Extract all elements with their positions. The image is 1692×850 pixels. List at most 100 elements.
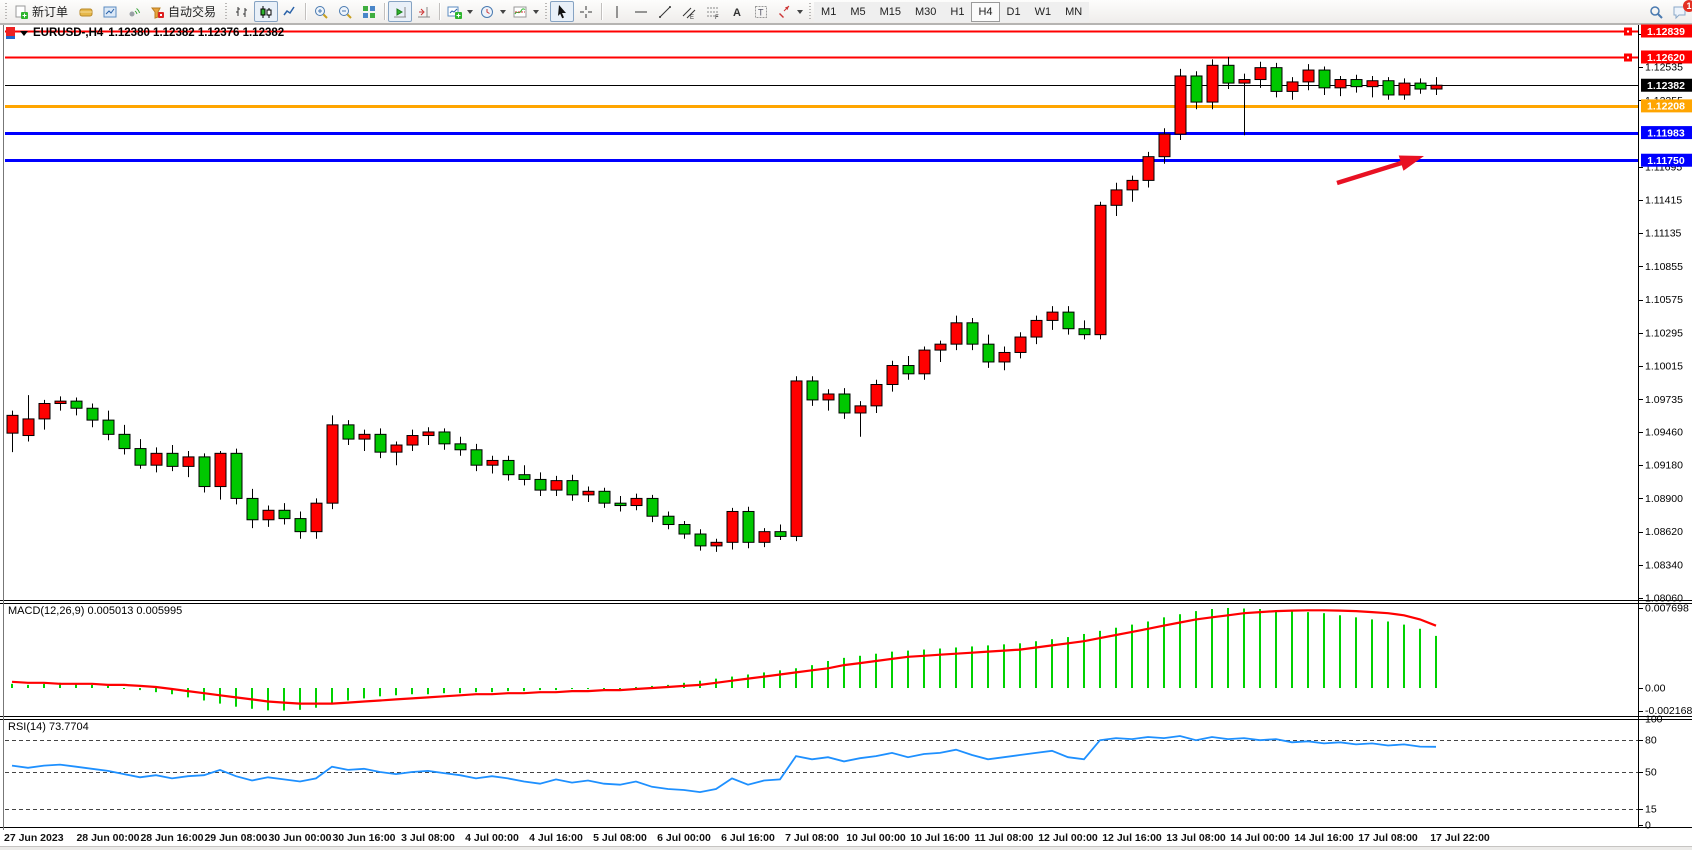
zoom-in-button[interactable] [309, 1, 333, 22]
axis-tick-label: 1.10295 [1645, 327, 1683, 339]
macd-panel [11, 607, 1437, 711]
time-tick-label: 7 Jul 08:00 [785, 832, 839, 844]
timeframe-m15-button[interactable]: M15 [872, 1, 908, 22]
horizontal-line-tool-button[interactable] [629, 1, 653, 22]
timeframe-w1-button[interactable]: W1 [1027, 1, 1059, 22]
autotrade-icon [151, 7, 165, 19]
templates-button[interactable] [509, 1, 542, 22]
crosshair-icon [580, 5, 593, 18]
chat-button[interactable]: 1 [1668, 0, 1692, 22]
periods-button[interactable] [476, 1, 509, 22]
svg-text:F: F [715, 15, 719, 20]
chart-candles-icon [260, 5, 272, 18]
signals-button[interactable] [122, 1, 146, 22]
axis-tick-label: 1.08060 [1645, 593, 1683, 605]
ohlc-quote-label: 1.12380 1.12382 1.12376 1.12382 [108, 27, 285, 39]
axis-tick-label: 100 [1645, 714, 1663, 726]
text-tool-button[interactable]: A [725, 1, 749, 22]
svg-text:A: A [733, 7, 741, 19]
axis-tick-label: 1.12535 [1645, 62, 1683, 74]
text-t-icon: T [755, 5, 768, 18]
chart-window-button[interactable] [98, 1, 122, 22]
time-tick-label: 14 Jul 16:00 [1294, 832, 1354, 844]
search-button[interactable] [1644, 1, 1668, 22]
toolbar-grip [809, 3, 812, 20]
time-tick-label: 4 Jul 16:00 [529, 832, 583, 844]
fibonacci-tool-button[interactable]: F [701, 1, 725, 22]
auto-scroll-button[interactable] [388, 1, 413, 22]
line-chart-mode-button[interactable] [278, 1, 302, 22]
time-axis[interactable]: 27 Jun 2023 28 Jun 00:00 28 Jun 16:00 29 Ju… [4, 832, 1490, 844]
auto-trading-button[interactable]: 自动交易 [146, 1, 222, 22]
trendline-tool-button[interactable] [653, 1, 677, 22]
time-tick-label: 27 Jun 2023 [4, 832, 64, 844]
bar-chart-mode-button[interactable] [230, 1, 254, 22]
time-tick-label: 10 Jul 16:00 [910, 832, 970, 844]
cursor-icon [558, 4, 567, 18]
macd-label: MACD(12,26,9) 0.005013 0.005995 [8, 605, 183, 617]
price-tag: 1.12208 [1647, 101, 1685, 113]
new-chart-button[interactable] [443, 1, 476, 22]
arrow-annotation[interactable] [1336, 155, 1424, 186]
timeframe-mn-button[interactable]: MN [1058, 1, 1090, 22]
timeframe-h4-button[interactable]: H4 [971, 1, 1000, 22]
timeframe-h1-button[interactable]: H1 [943, 1, 972, 22]
new-order-button[interactable]: 新订单 [10, 1, 74, 22]
dropdown-caret-icon[interactable] [467, 9, 474, 14]
page-plus-icon [15, 5, 28, 19]
axis-tick-label: 0 [1645, 819, 1651, 831]
channel-icon: E [682, 7, 696, 20]
tline-icon [659, 5, 672, 18]
rsi-line [11, 735, 1437, 794]
dropdown-caret-icon[interactable] [500, 9, 507, 14]
toolbar-separator [439, 3, 441, 20]
new-order-label: 新订单 [32, 5, 69, 19]
price-axis[interactable]: 1.128151.125351.122551.116951.114151.111… [1638, 28, 1692, 831]
candlestick-mode-button[interactable] [254, 1, 279, 22]
text-label-tool-button[interactable]: T [749, 1, 773, 22]
arrows-tool-button[interactable] [773, 1, 806, 22]
zoom-out-button[interactable] [333, 1, 357, 22]
time-tick-label: 17 Jul 22:00 [1430, 832, 1490, 844]
time-tick-label: 6 Jul 16:00 [721, 832, 775, 844]
axis-tick-label: 1.09180 [1645, 460, 1683, 472]
axis-tick-label: 1.08620 [1645, 526, 1683, 538]
time-tick-label: 13 Jul 08:00 [1166, 832, 1226, 844]
axis-tick-label: 0.00 [1645, 683, 1666, 695]
time-tick-label: 3 Jul 08:00 [401, 832, 455, 844]
dropdown-caret-icon[interactable] [533, 9, 540, 14]
chart-shift-icon [418, 6, 431, 17]
price-tag: 1.11983 [1647, 127, 1685, 139]
market-watch-button[interactable] [74, 1, 98, 22]
time-tick-label: 28 Jun 00:00 [76, 832, 139, 844]
svg-text:E: E [690, 15, 694, 20]
cursor-tool-button[interactable] [550, 1, 575, 22]
toolbar-separator [384, 3, 386, 20]
axis-tick-label: 0.007698 [1645, 603, 1689, 615]
dropdown-caret-icon[interactable] [797, 9, 804, 14]
chart-shift-button[interactable] [412, 1, 436, 22]
timeframe-m5-button[interactable]: M5 [843, 1, 873, 22]
time-tick-label: 10 Jul 00:00 [846, 832, 906, 844]
chart-line-icon [283, 6, 295, 15]
price-tag: 1.11750 [1647, 155, 1685, 167]
axis-tick-label: -0.002168 [1645, 705, 1692, 717]
clock-icon [481, 5, 494, 18]
axis-tick-label: 1.11135 [1645, 228, 1682, 240]
price-tag: 1.12620 [1647, 52, 1685, 64]
chart-collapse-icon[interactable] [20, 30, 28, 36]
timeframe-d1-button[interactable]: D1 [999, 1, 1028, 22]
equidistant-channel-tool-button[interactable]: E [677, 1, 701, 22]
vertical-line-tool-button[interactable] [605, 1, 629, 22]
time-tick-label: 4 Jul 00:00 [465, 832, 519, 844]
tile-windows-button[interactable] [357, 1, 381, 22]
axis-tick-label: 1.11415 [1645, 194, 1682, 206]
crosshair-tool-button[interactable] [574, 1, 598, 22]
svg-text:T: T [758, 7, 764, 17]
toolbar-grip [545, 3, 548, 20]
timeframe-m30-button[interactable]: M30 [908, 1, 944, 22]
timeframe-m1-button[interactable]: M1 [814, 1, 844, 22]
panel-frames [0, 24, 1692, 830]
time-tick-label: 5 Jul 08:00 [593, 832, 647, 844]
